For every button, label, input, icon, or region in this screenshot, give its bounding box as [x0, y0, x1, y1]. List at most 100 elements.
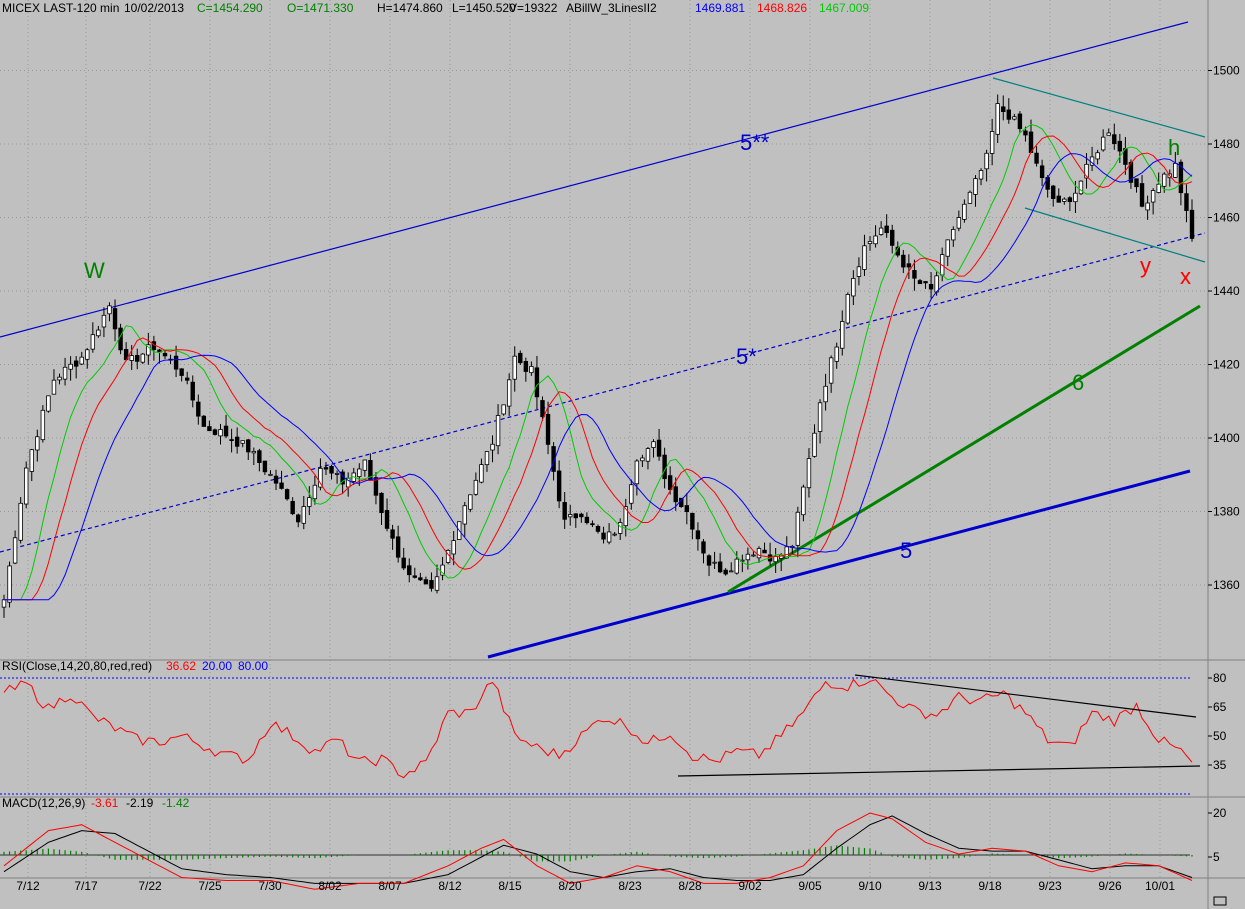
price-tick-label: 1380 — [1213, 505, 1240, 519]
price-candle — [656, 428, 662, 461]
date-tick-label: 8/23 — [618, 879, 642, 893]
date-tick-label: 8/28 — [678, 879, 702, 893]
price-candle — [640, 454, 645, 467]
price-candle — [712, 551, 717, 569]
price-candle — [723, 568, 728, 576]
price-candle — [701, 539, 706, 564]
price-candle — [140, 352, 145, 365]
corner-box — [1213, 896, 1227, 906]
price-candle — [229, 428, 234, 453]
date-tick-label: 7/12 — [16, 879, 40, 893]
price-candle — [973, 175, 978, 207]
date-tick-label: 8/15 — [498, 879, 522, 893]
date-tick-label: 9/23 — [1038, 879, 1062, 893]
price-candle — [1056, 188, 1061, 203]
price-candle — [962, 199, 967, 223]
price-candle — [129, 345, 134, 371]
price-candle — [373, 472, 379, 505]
price-candle — [1145, 195, 1150, 220]
wave-label: 5* — [736, 344, 757, 369]
wave-labels: W 5** 5* 6 5 h y x — [84, 130, 1191, 563]
price-candle — [884, 214, 889, 238]
price-candle — [24, 461, 29, 509]
ma-blue-line — [4, 153, 1193, 601]
price-candle — [989, 118, 995, 166]
price-candle — [35, 429, 40, 462]
date-tick-label: 7/30 — [258, 879, 282, 893]
macd-label: MACD(12,26,9) — [2, 796, 85, 810]
header-ind-green: 1467.009 — [819, 1, 869, 15]
price-candle — [251, 447, 257, 466]
price-candle — [579, 512, 584, 523]
price-candle — [556, 460, 562, 509]
price-candle — [734, 551, 739, 575]
price-candle — [984, 149, 989, 182]
date-tick-label: 9/10 — [858, 879, 882, 893]
price-candle — [268, 470, 273, 476]
macd-signal-line — [3, 815, 1193, 884]
price-candle — [234, 427, 240, 454]
price-candle — [912, 259, 917, 291]
price-candle — [1178, 159, 1184, 206]
price-candle — [462, 501, 467, 537]
price-candle — [262, 460, 268, 475]
price-candle — [690, 512, 695, 540]
price-candle — [801, 484, 806, 522]
price-candle — [845, 292, 851, 325]
price-candle — [634, 459, 640, 496]
price-candle — [1184, 184, 1189, 223]
price-candle — [506, 373, 512, 416]
price-candle — [96, 325, 101, 338]
price-candle — [40, 405, 46, 443]
price-candle — [1017, 111, 1023, 134]
price-candle — [273, 469, 279, 491]
date-tick-label: 9/13 — [918, 879, 942, 893]
date-tick-label: 9/26 — [1098, 879, 1122, 893]
price-candle — [423, 576, 429, 585]
price-candle — [90, 322, 96, 353]
price-candle — [862, 234, 867, 276]
date-axis: 7/12 7/17 7/22 7/25 7/30 8/02 8/07 8/12 8/15 8/20… — [16, 879, 1175, 893]
price-candle — [606, 523, 612, 545]
price-candle — [1001, 95, 1006, 121]
teal-channel-lower — [1024, 207, 1206, 263]
price-candle — [967, 190, 973, 204]
macd-v3: -1.42 — [162, 796, 190, 810]
price-candle — [323, 461, 329, 476]
price-candle — [18, 497, 23, 544]
price-candle — [762, 542, 767, 554]
price-candle — [867, 236, 873, 251]
moving-averages — [4, 123, 1193, 601]
rsi-tick-label: 35 — [1213, 758, 1227, 772]
price-candle — [568, 504, 573, 526]
price-candle — [717, 553, 723, 574]
price-candle — [1106, 128, 1111, 136]
date-tick-label: 8/20 — [558, 879, 582, 893]
price-candle — [290, 497, 295, 516]
price-candle — [995, 94, 1000, 143]
price-candle — [445, 549, 451, 565]
price-tick-label: 1460 — [1213, 211, 1240, 225]
price-candle — [673, 477, 678, 511]
wave-6-trend-line — [727, 304, 1201, 594]
price-candle — [890, 224, 895, 254]
price-candle — [590, 520, 595, 528]
price-candle — [695, 522, 701, 551]
rsi-low: 20.00 — [202, 659, 232, 673]
price-candle — [612, 532, 617, 537]
price-candle — [68, 356, 73, 381]
price-candle — [645, 447, 651, 470]
wave-label: 5 — [900, 538, 912, 563]
rsi-support-line — [677, 765, 1201, 777]
header-volume: V=19322 — [509, 1, 558, 15]
price-candle — [390, 524, 395, 550]
wave-label: W — [84, 258, 105, 283]
price-candle — [284, 488, 290, 501]
price-candle — [756, 546, 762, 563]
price-candle — [495, 404, 501, 455]
price-candle — [384, 498, 390, 532]
price-candle — [112, 299, 118, 342]
header-low: L=1450.520 — [452, 1, 516, 15]
date-tick-label: 8/12 — [438, 879, 462, 893]
